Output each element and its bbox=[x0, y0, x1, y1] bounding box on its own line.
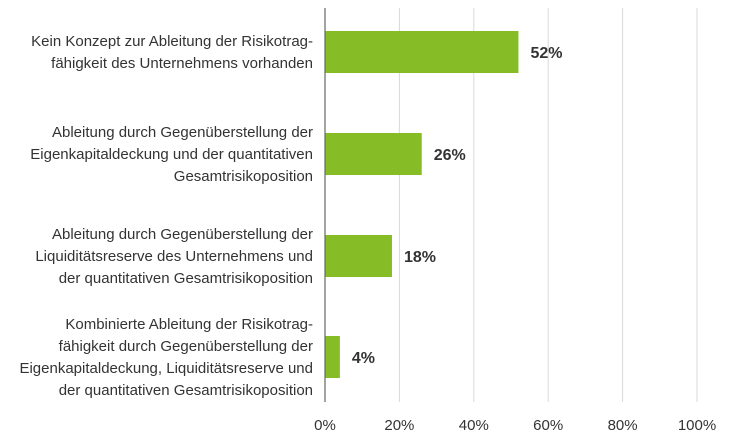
category-label-3-line-2: Eigenkapitaldeckung, Liquiditätsreserve … bbox=[19, 360, 313, 377]
value-label-1: 26% bbox=[434, 147, 466, 164]
x-tick-label-3: 60% bbox=[533, 417, 563, 434]
category-label-2: Ableitung durch Gegenüberstellung der Liq… bbox=[35, 226, 313, 287]
category-label-3-line-1: fähigkeit durch Gegenüberstellung der bbox=[59, 338, 313, 355]
value-label-0: 52% bbox=[530, 45, 562, 62]
x-tick-label-4: 80% bbox=[608, 417, 638, 434]
value-label-2: 18% bbox=[404, 249, 436, 266]
category-label-0-line-1: fähigkeit des Unternehmens vorhanden bbox=[51, 55, 313, 72]
category-label-1-line-0: Ableitung durch Gegenüberstellung der bbox=[52, 124, 313, 141]
x-tick-label-5: 100% bbox=[678, 417, 716, 434]
bar-0 bbox=[325, 31, 519, 73]
category-label-2-line-2: der quantitativen Gesamtrisikoposition bbox=[59, 270, 313, 287]
category-label-3-line-3: der quantitativen Gesamtrisikoposition bbox=[59, 382, 313, 399]
bar-3 bbox=[325, 336, 340, 378]
x-tick-label-2: 40% bbox=[459, 417, 489, 434]
bar-2 bbox=[325, 235, 392, 277]
value-label-3: 4% bbox=[352, 350, 375, 367]
category-label-1-line-2: Gesamtrisikoposition bbox=[174, 168, 313, 185]
category-label-3: Kombinierte Ableitung der Risikotrag-fäh… bbox=[19, 316, 313, 399]
category-label-1: Ableitung durch Gegenüberstellung der Eig… bbox=[30, 124, 313, 185]
x-tick-label-0: 0% bbox=[314, 417, 336, 434]
category-label-1-line-1: Eigenkapitaldeckung und der quantitative… bbox=[30, 146, 313, 163]
category-label-2-line-0: Ableitung durch Gegenüberstellung der bbox=[52, 226, 313, 243]
category-label-2-line-1: Liquiditätsreserve des Unternehmens und bbox=[35, 248, 313, 265]
category-label-3-line-0: Kombinierte Ableitung der Risikotrag- bbox=[65, 316, 313, 333]
x-tick-label-1: 20% bbox=[384, 417, 414, 434]
category-label-0: Kein Konzept zur Ableitung der Risikotra… bbox=[31, 33, 313, 72]
bar-1 bbox=[325, 133, 422, 175]
category-label-0-line-0: Kein Konzept zur Ableitung der Risikotra… bbox=[31, 33, 313, 50]
